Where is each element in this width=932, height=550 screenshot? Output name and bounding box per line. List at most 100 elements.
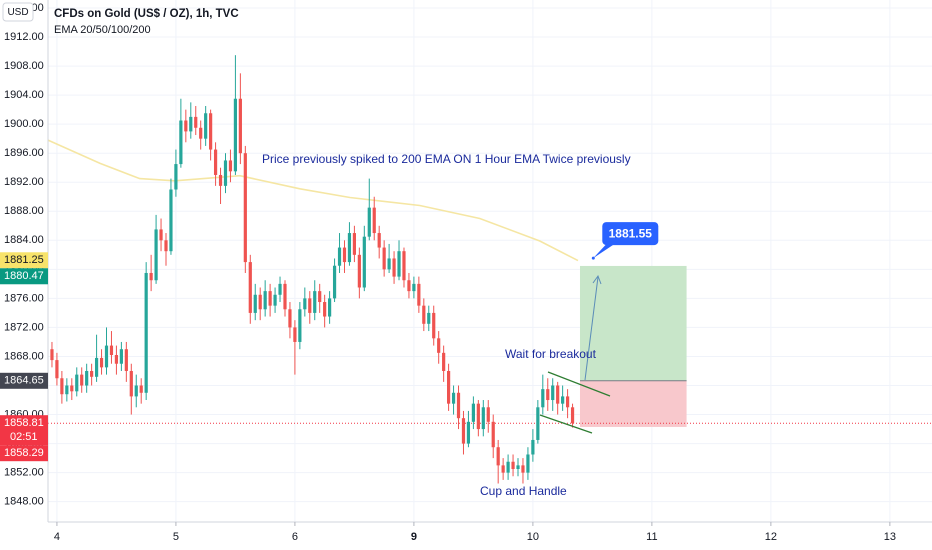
candle-body [313, 291, 317, 313]
candle-body [407, 280, 411, 292]
candle-body [184, 120, 188, 132]
candle-body [541, 389, 545, 408]
candle-body [50, 349, 54, 361]
candle-body [536, 407, 540, 440]
candle-body [233, 98, 238, 172]
candle-body [412, 283, 416, 292]
drawings-layer: 1881.55 [539, 222, 659, 434]
candle-body [273, 294, 277, 306]
candle-body [258, 294, 262, 310]
y-tick-label: 1892.00 [4, 176, 44, 188]
y-tick-label: 1852.00 [4, 467, 44, 479]
price-label: 1880.47 [4, 270, 44, 282]
candle-body [417, 283, 421, 306]
candle-body [476, 403, 480, 430]
candle-body [199, 127, 203, 139]
position-layer [48, 265, 932, 427]
candle-body [109, 345, 114, 356]
callout-box [602, 222, 659, 246]
candle-body [248, 262, 252, 313]
channel-upper [547, 371, 611, 397]
candle-body [342, 247, 347, 263]
candle-body [362, 236, 366, 288]
candle-body [149, 272, 153, 281]
candle-body [268, 291, 272, 306]
candle-body [427, 312, 431, 324]
candle-body [75, 374, 79, 392]
arrow-head [592, 274, 602, 285]
candle-body [570, 407, 575, 424]
price-label-box [0, 268, 48, 285]
price-label-box [0, 415, 48, 446]
candle-body [243, 153, 247, 263]
candle-body [491, 421, 495, 448]
candle-body [347, 233, 352, 263]
annotation: Cup and Handle [480, 484, 567, 498]
currency: USD [7, 7, 28, 18]
y-tick-label: 1868.00 [4, 350, 44, 362]
ema-line [47, 139, 579, 262]
candle-body [293, 327, 297, 342]
candle-body [367, 207, 371, 237]
candle-body [283, 283, 287, 310]
y-tick-label: 1888.00 [4, 205, 44, 217]
candle-body [159, 229, 163, 241]
arrow-shaft [584, 276, 599, 381]
candle-body [253, 294, 257, 313]
callout-label: 1881.55 [609, 226, 653, 240]
candle-body [144, 272, 148, 393]
candle-body [164, 240, 168, 252]
candle-body [154, 229, 158, 281]
candle-body [124, 349, 128, 371]
candle-body [318, 291, 322, 303]
candle-body [169, 189, 173, 252]
candle-body [397, 251, 401, 277]
candle-body [332, 265, 337, 299]
candle-body [481, 407, 485, 430]
candle-body [204, 113, 208, 139]
candle-body [556, 385, 560, 404]
candle-body [134, 385, 138, 397]
candle-body [387, 258, 391, 270]
annotation: Price previously spiked to 200 EMA ON 1 … [262, 152, 631, 166]
price-label-box [0, 445, 48, 462]
candle-body [565, 396, 570, 408]
time-axis-bg [0, 522, 932, 550]
candle-body [323, 302, 327, 317]
x-tick-label: 4 [54, 531, 60, 543]
candle-body [506, 461, 510, 473]
candle-body [466, 421, 471, 444]
callout-pointer [593, 244, 615, 259]
candle-body [402, 251, 406, 281]
candle-body [496, 447, 500, 466]
candle-body [511, 461, 515, 470]
candle-body [372, 207, 376, 234]
candle-body [456, 392, 461, 419]
y-tick-label: 1896.00 [4, 147, 44, 159]
candle-body [377, 233, 381, 248]
candle-body [526, 454, 530, 473]
x-tick-label: 10 [527, 531, 539, 543]
price-label: 1858.81 [4, 417, 44, 429]
annotation-layer: Price previously spiked to 200 EMA ON 1 … [262, 152, 631, 498]
candle-body [357, 254, 361, 288]
candle-body [55, 360, 59, 379]
x-tick-label: 9 [411, 531, 417, 543]
candle-body [352, 233, 357, 255]
candle-body [218, 174, 223, 186]
candle-body [139, 385, 143, 393]
x-tick-label: 13 [884, 531, 896, 543]
candle-body [288, 309, 292, 328]
candle-body [179, 120, 183, 165]
x-tick-label: 5 [173, 531, 179, 543]
candle-body [442, 352, 446, 371]
price-label: 1864.65 [4, 375, 44, 387]
y-tick-label: 1876.00 [4, 292, 44, 304]
candle-body [238, 98, 242, 154]
candle-body [392, 258, 396, 277]
candle-body [263, 291, 267, 310]
annotation: Wait for breakout [505, 347, 597, 361]
